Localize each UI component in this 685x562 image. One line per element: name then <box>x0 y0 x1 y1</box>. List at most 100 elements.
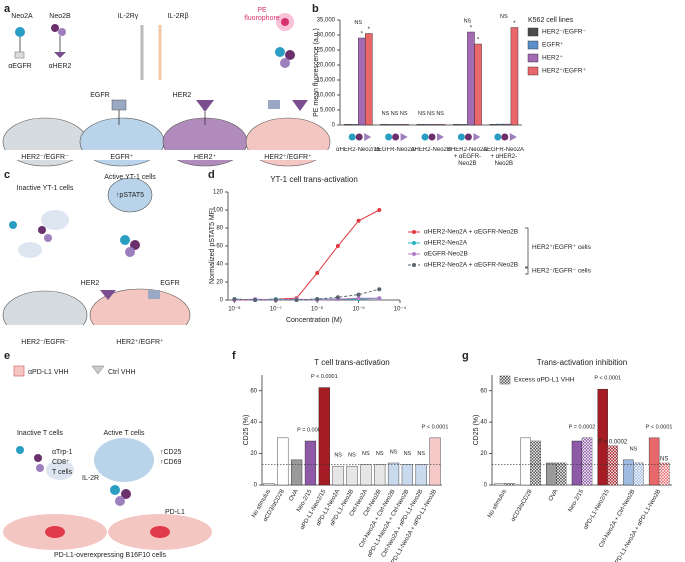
y-axis-label: CD25 (%) <box>243 415 250 446</box>
bar <box>401 124 409 126</box>
point <box>253 298 258 302</box>
label: HER2 <box>173 92 192 99</box>
legend-marker <box>412 230 416 234</box>
label: HER2⁺/EGFR⁺ <box>116 339 164 346</box>
point <box>273 298 278 302</box>
label: IL-2Rβ <box>167 13 188 20</box>
x-tick-label: αHER2-Neo2B <box>411 147 451 153</box>
bar-label: P = 0.0002 <box>598 439 628 445</box>
bar <box>416 124 425 126</box>
x-tick-label-box: αHER2-Neo2B <box>411 147 451 153</box>
x-axis-label: Concentration (M) <box>286 317 342 324</box>
icon <box>385 133 393 141</box>
label: αTrp-1 <box>52 449 73 456</box>
y-tick-label: 0 <box>254 483 258 489</box>
legend-label: EGFR⁺ <box>542 42 564 49</box>
bar-hatch <box>504 483 515 485</box>
icon <box>501 133 509 141</box>
group-label: P < 0.0001 <box>311 374 338 380</box>
bar-hatch <box>582 437 593 485</box>
point <box>377 208 382 212</box>
label: IL-2R <box>82 475 99 482</box>
point <box>315 297 320 302</box>
legend-hatch <box>500 376 510 384</box>
bar <box>467 31 475 126</box>
legend-marker <box>412 252 416 256</box>
label: CD8⁺ <box>52 459 70 466</box>
legend-label: HER2⁺ <box>542 55 563 62</box>
y-tick-label: 20,000 <box>317 63 336 69</box>
label: αHER2 <box>49 63 72 70</box>
bar <box>520 437 531 486</box>
icon <box>494 133 502 141</box>
x-tick-label: αCD3/αCD28 <box>510 488 534 523</box>
bar <box>343 124 352 126</box>
bar <box>597 388 608 486</box>
label: HER2⁻/EGFR⁻ <box>21 154 69 161</box>
x-tick-label-box: αHER2-Neo2A + αEGFR-Neo2B <box>447 147 487 167</box>
group-label: P < 0.0001 <box>594 376 621 382</box>
bar <box>430 124 439 126</box>
bar <box>387 462 400 486</box>
line <box>234 209 380 301</box>
point <box>356 296 361 301</box>
bar <box>291 459 303 486</box>
x-tick-label: αPD-L1-Neo2A + αPD-L1-Neo2B <box>613 489 662 562</box>
label: ↑CD69 <box>160 459 182 466</box>
panel-label: a <box>4 3 11 15</box>
legend-label: Excess αPD-L1 VHH <box>514 377 575 384</box>
bar-label: * <box>470 26 473 32</box>
bar <box>460 124 468 126</box>
label: PD-L1 <box>165 509 185 516</box>
bar <box>494 483 506 486</box>
diagram-c: Inactive YT-1 cells Active YT-1 cells ↑p… <box>0 174 205 347</box>
group-label: NS NS NS <box>382 111 408 117</box>
group-label: NS <box>417 451 425 457</box>
x-tick-label: 10⁻⁴ <box>394 306 407 313</box>
group-label: NS <box>464 18 472 24</box>
bar <box>374 464 386 486</box>
label: αEGFR <box>8 63 32 70</box>
panel-label: e <box>4 350 10 362</box>
group-label: NS <box>334 453 342 459</box>
bar <box>277 437 289 486</box>
bar <box>365 33 373 126</box>
icon <box>364 133 372 141</box>
label: HER2⁺ <box>194 154 217 161</box>
label: fluorophore <box>244 15 280 22</box>
y-tick-label: 60 <box>250 388 257 394</box>
bar <box>437 124 446 126</box>
panel-label: d <box>208 169 215 181</box>
label: ↑pSTAT5 <box>116 192 144 199</box>
bar <box>350 124 359 126</box>
bar <box>387 124 395 126</box>
bar <box>360 464 372 486</box>
label: Neo2A <box>11 13 33 20</box>
bar <box>496 123 504 126</box>
y-tick-label: 40 <box>250 420 257 426</box>
chart-title: YT-1 cell trans-activation <box>270 175 358 184</box>
label: EGFR <box>90 92 109 99</box>
line <box>234 288 380 301</box>
bar <box>380 124 388 126</box>
bar-label: * <box>368 27 371 33</box>
group-label: P < 0.0001 <box>646 424 673 430</box>
bar <box>423 124 432 126</box>
bar <box>546 462 557 486</box>
group-label: NS <box>354 20 362 26</box>
x-tick-label: 10⁻⁵ <box>352 306 365 313</box>
bar <box>474 43 482 126</box>
group-label: NS NS NS <box>418 111 444 117</box>
label: IL-2Rγ <box>118 13 139 20</box>
y-tick-label: 60 <box>480 388 487 394</box>
label: T cells <box>52 469 73 476</box>
group-label: P = 0.0002 <box>569 424 596 430</box>
label: HER2 <box>81 280 100 287</box>
label: Ctrl VHH <box>108 369 136 376</box>
group-label: P = 0.0002 <box>297 427 324 433</box>
bar-hatch <box>556 463 567 485</box>
icon <box>428 133 436 141</box>
icon <box>437 133 444 141</box>
bar <box>453 124 461 126</box>
legend-swatch <box>527 66 539 76</box>
